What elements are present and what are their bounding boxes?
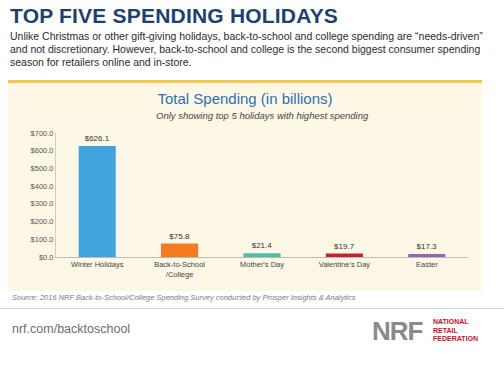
svg-text:$600.0: $600.0 (31, 146, 54, 155)
html-text:NRF: NRF (372, 316, 423, 346)
html-text:RETAIL: RETAIL (433, 326, 458, 334)
svg-text:$17.3: $17.3 (417, 242, 438, 251)
html-text:TOP FIVE SPENDING HOLIDAYS: TOP FIVE SPENDING HOLIDAYS (10, 4, 339, 27)
svg-text:Back-to-School/College: Back-to-School/College (154, 260, 205, 279)
svg-text:$100.0: $100.0 (31, 235, 54, 244)
html-text:Source: 2016 NRF Back-to-Schoo: Source: 2016 NRF Back-to-School/College … (12, 293, 356, 302)
svg-text:Only showing top 5 holidays wi: Only showing top 5 holidays with highest… (156, 110, 369, 121)
svg-text:$75.8: $75.8 (169, 232, 190, 241)
svg-text:Valentine's Day: Valentine's Day (319, 260, 371, 269)
html-text:NATIONAL: NATIONAL (433, 318, 469, 325)
svg-text:$626.1: $626.1 (85, 134, 110, 143)
svg-text:Easter: Easter (416, 260, 438, 269)
svg-text:$700.0: $700.0 (31, 129, 54, 138)
svg-text:$19.7: $19.7 (334, 242, 355, 251)
svg-text:$200.0: $200.0 (31, 217, 54, 226)
svg-text:$300.0: $300.0 (31, 199, 54, 208)
svg-text:$500.0: $500.0 (31, 164, 54, 173)
html-text:Unlike Christmas or other gift: Unlike Christmas or other gift-giving ho… (10, 30, 483, 68)
html-text:FEDERATION: FEDERATION (433, 335, 478, 342)
svg-text:$21.4: $21.4 (252, 241, 273, 250)
svg-text:$400.0: $400.0 (31, 182, 54, 191)
svg-text:Winter Holidays: Winter Holidays (71, 260, 124, 269)
svg-text:$0.0: $0.0 (39, 253, 54, 262)
html-text:nrf.com/backtoschool: nrf.com/backtoschool (12, 322, 131, 336)
svg-text:Total Spending (in billions): Total Spending (in billions) (157, 90, 332, 107)
svg-text:Mother's Day: Mother's Day (240, 260, 284, 269)
